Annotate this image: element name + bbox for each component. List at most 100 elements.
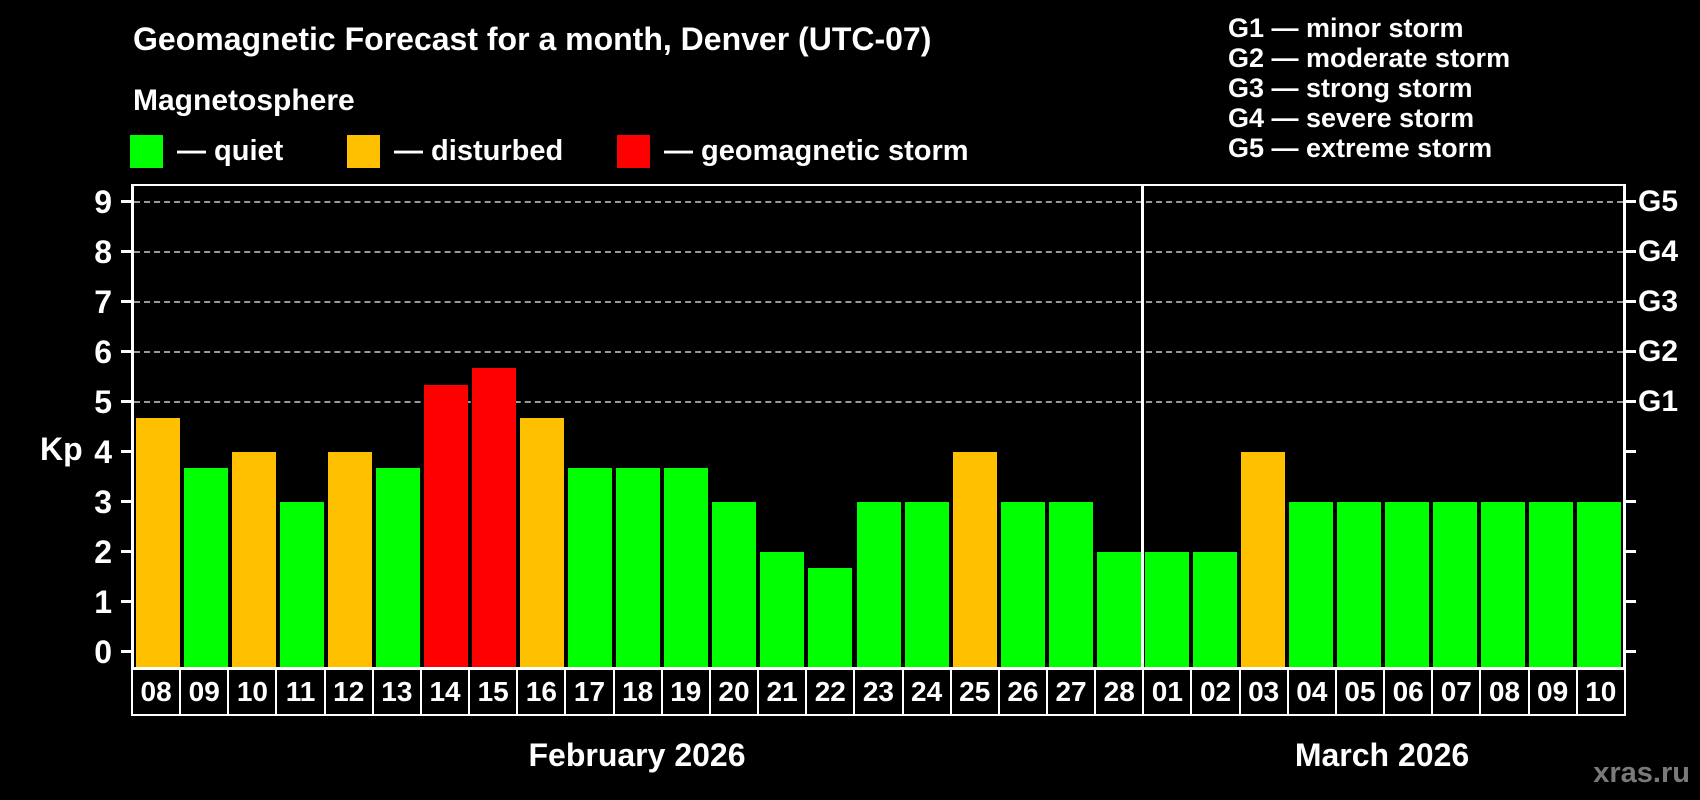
kp-bar-feb-24 [905, 502, 949, 667]
right-tick-9 [1626, 200, 1636, 204]
right-tick-7 [1626, 300, 1636, 304]
left-tick-6 [121, 350, 131, 354]
kp-bar-feb-23 [857, 502, 901, 667]
day-label-feb-10: 10 [229, 670, 278, 714]
kp-bar-mar-08 [1481, 502, 1525, 667]
day-label-mar-03: 03 [1240, 670, 1289, 714]
gridline-kp6 [134, 350, 1623, 353]
day-label-feb-26: 26 [999, 670, 1048, 714]
kp-bar-feb-20 [712, 502, 756, 667]
y-tick-label-5: 5 [94, 383, 112, 420]
right-tick-1 [1626, 600, 1636, 604]
kp-bar-feb-11 [280, 502, 324, 667]
storm-scale-line-g5: G5 — extreme storm [1228, 133, 1493, 163]
day-label-feb-17: 17 [566, 670, 615, 714]
kp-bar-feb-17 [568, 468, 612, 667]
left-tick-2 [121, 550, 131, 554]
storm-scale-line-g2: G2 — moderate storm [1228, 43, 1511, 73]
storm-scale-legend: G1 — minor storm G2 — moderate storm G3 — … [1228, 13, 1510, 163]
subtitle-magnetosphere: Magnetosphere [133, 84, 355, 117]
legend-item-disturbed: — disturbed [347, 133, 563, 169]
right-tick-6 [1626, 350, 1636, 354]
day-label-feb-08: 08 [133, 670, 182, 714]
kp-bar-feb-15 [472, 368, 516, 667]
day-label-mar-02: 02 [1192, 670, 1241, 714]
watermark: xras.ru [1593, 757, 1690, 789]
legend-swatch-storm [617, 134, 650, 168]
storm-scale-line-g1: G1 — minor storm [1228, 13, 1464, 43]
kp-bar-mar-04 [1289, 502, 1333, 667]
kp-bar-mar-06 [1385, 502, 1429, 667]
day-label-mar-06: 06 [1385, 670, 1434, 714]
kp-bar-mar-01 [1145, 552, 1189, 667]
day-label-feb-14: 14 [421, 670, 471, 714]
kp-bar-feb-25 [953, 452, 997, 667]
kp-bar-feb-26 [1001, 502, 1045, 667]
y-tick-label-2: 2 [94, 533, 112, 570]
plot-area [131, 184, 1626, 669]
y-tick-label-7: 7 [94, 283, 112, 320]
left-tick-7 [121, 300, 131, 304]
right-tick-4 [1626, 450, 1636, 454]
kp-bar-mar-03 [1241, 452, 1285, 667]
gridline-kp9 [134, 200, 1623, 203]
kp-bar-feb-14 [424, 385, 468, 667]
y-axis-title: Kp [40, 431, 83, 467]
kp-bar-mar-09 [1529, 502, 1573, 667]
g-axis-label-g5: G5 [1638, 184, 1679, 218]
left-tick-4 [121, 450, 131, 454]
legend-item-quiet: — quiet [130, 133, 283, 169]
plot-inner [134, 186, 1623, 667]
kp-bar-feb-21 [760, 552, 804, 667]
left-tick-8 [121, 250, 131, 254]
kp-bar-feb-18 [616, 468, 660, 667]
y-tick-label-0: 0 [94, 633, 112, 670]
g-axis-label-g1: G1 [1638, 384, 1679, 418]
left-tick-3 [121, 500, 131, 504]
day-label-feb-12: 12 [325, 670, 374, 714]
left-tick-9 [121, 200, 131, 204]
kp-bar-mar-02 [1193, 552, 1237, 667]
day-label-mar-08: 08 [1481, 670, 1530, 714]
storm-scale-line-g3: G3 — strong storm [1228, 73, 1473, 103]
y-tick-label-1: 1 [94, 583, 112, 620]
day-label-feb-21: 21 [759, 670, 808, 714]
y-tick-label-8: 8 [94, 233, 112, 270]
legend-item-storm: — geomagnetic storm [617, 133, 969, 169]
kp-bar-mar-10 [1577, 502, 1621, 667]
left-tick-1 [121, 600, 131, 604]
legend-label-disturbed: — disturbed [394, 135, 564, 167]
legend-label-quiet: — quiet [177, 135, 284, 167]
kp-bar-feb-28 [1097, 552, 1141, 667]
legend-label-storm: — geomagnetic storm [664, 135, 969, 167]
day-label-feb-19: 19 [662, 670, 711, 714]
month-label-march: March 2026 [1294, 737, 1470, 773]
month-separator [1141, 186, 1144, 667]
y-tick-label-6: 6 [94, 333, 112, 370]
day-label-feb-16: 16 [518, 670, 567, 714]
day-label-feb-18: 18 [614, 670, 663, 714]
gridline-kp7 [134, 300, 1623, 303]
kp-bar-feb-27 [1049, 502, 1093, 667]
day-label-feb-22: 22 [807, 670, 856, 714]
kp-bar-mar-07 [1433, 502, 1477, 667]
kp-bar-mar-05 [1337, 502, 1381, 667]
g-axis-label-g3: G3 [1638, 284, 1679, 318]
kp-bar-feb-19 [664, 468, 708, 667]
day-label-mar-01: 01 [1144, 670, 1193, 714]
day-label-feb-13: 13 [373, 670, 422, 714]
right-tick-0 [1626, 650, 1636, 654]
day-label-mar-09: 09 [1529, 670, 1578, 714]
kp-bar-feb-16 [520, 418, 564, 667]
legend-swatch-disturbed [347, 134, 380, 168]
gridline-kp8 [134, 250, 1623, 253]
g-axis-label-g4: G4 [1638, 234, 1679, 268]
day-label-feb-24: 24 [903, 670, 952, 714]
g-axis-label-g2: G2 [1638, 334, 1679, 368]
right-tick-3 [1626, 500, 1636, 504]
legend-swatch-quiet [130, 134, 163, 168]
kp-bar-feb-09 [184, 468, 228, 667]
day-label-mar-07: 07 [1433, 670, 1482, 714]
day-label-feb-11: 11 [277, 670, 326, 714]
